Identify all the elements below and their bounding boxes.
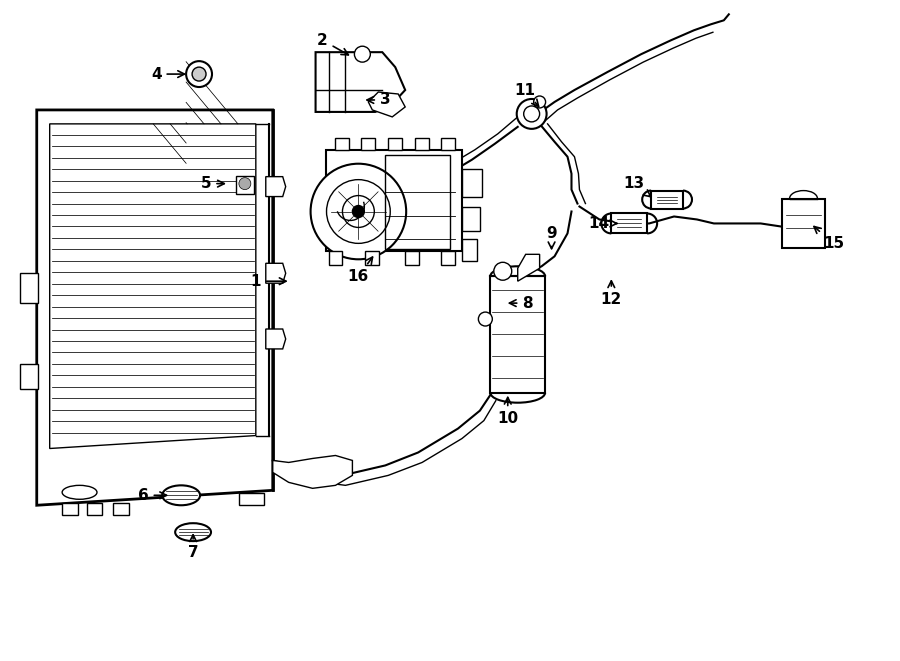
Circle shape [479, 312, 492, 326]
Bar [328, 251, 343, 265]
Circle shape [494, 262, 512, 280]
Circle shape [355, 46, 370, 62]
Polygon shape [266, 263, 285, 283]
Text: 12: 12 [600, 281, 622, 307]
Text: 5: 5 [201, 176, 224, 191]
Ellipse shape [162, 485, 200, 505]
Circle shape [517, 99, 546, 129]
Polygon shape [50, 124, 256, 449]
Text: 16: 16 [347, 257, 373, 284]
Text: 14: 14 [589, 216, 616, 231]
Bar [441, 137, 455, 150]
Bar [236, 176, 254, 194]
Polygon shape [316, 52, 405, 112]
Text: 8: 8 [509, 295, 533, 311]
Bar [415, 137, 429, 150]
Polygon shape [326, 150, 462, 251]
Circle shape [310, 164, 406, 259]
Text: 15: 15 [814, 227, 844, 251]
Bar [462, 239, 477, 261]
Text: 1: 1 [250, 274, 286, 289]
Bar [462, 206, 480, 231]
Circle shape [378, 94, 398, 114]
Polygon shape [266, 329, 285, 349]
Text: 13: 13 [624, 176, 651, 197]
Circle shape [353, 206, 364, 217]
Polygon shape [273, 455, 353, 488]
Ellipse shape [176, 524, 211, 541]
Text: 11: 11 [514, 83, 538, 106]
Circle shape [238, 178, 251, 190]
Text: 3: 3 [367, 93, 391, 108]
Bar [388, 137, 402, 150]
Bar [362, 137, 375, 150]
Polygon shape [368, 92, 405, 117]
Bar [61, 503, 77, 515]
Polygon shape [518, 254, 540, 281]
Polygon shape [266, 176, 285, 196]
Bar [781, 198, 825, 249]
Circle shape [534, 96, 545, 108]
Bar [491, 276, 545, 393]
Text: 7: 7 [188, 535, 198, 560]
Text: 9: 9 [546, 226, 557, 249]
Text: 2: 2 [317, 33, 348, 55]
Text: 10: 10 [497, 397, 518, 426]
Bar [20, 273, 38, 303]
Bar [336, 137, 349, 150]
Bar [611, 214, 647, 233]
Ellipse shape [62, 485, 97, 499]
Bar [405, 251, 419, 265]
Bar [441, 251, 455, 265]
Text: 4: 4 [151, 67, 184, 81]
Text: 6: 6 [138, 488, 166, 503]
Bar [20, 364, 38, 389]
Bar [86, 503, 103, 515]
Circle shape [192, 67, 206, 81]
Bar [385, 155, 450, 249]
Bar [113, 503, 130, 515]
Bar [238, 493, 264, 505]
Bar [462, 169, 482, 196]
Circle shape [186, 61, 212, 87]
Bar [365, 251, 379, 265]
Bar [652, 190, 683, 208]
